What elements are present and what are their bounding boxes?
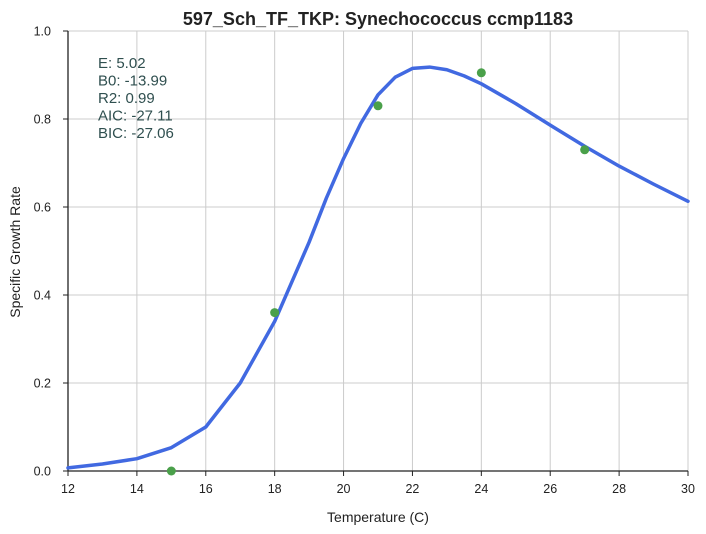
x-tick-label-7: 26 xyxy=(543,482,557,496)
stat-r2: R2: 0.99 xyxy=(98,90,155,107)
axes: 12 14 16 18 20 22 24 26 28 30 0.0 0.2 0.4 0.6 0.8 1.0 xyxy=(34,25,695,497)
x-tick-label-0: 12 xyxy=(61,482,75,496)
stat-b0: B0: -13.99 xyxy=(98,73,167,90)
y-tick-label-4: 0.8 xyxy=(34,113,51,127)
stat-bic: BIC: -27.06 xyxy=(98,125,174,142)
grid-lines xyxy=(68,30,689,471)
x-tick-label-8: 28 xyxy=(612,482,626,496)
fitted-curve-layer xyxy=(66,65,690,470)
data-point-4 xyxy=(580,145,590,155)
y-tick-label-2: 0.4 xyxy=(34,289,51,303)
data-point-2 xyxy=(373,101,383,111)
x-tick-label-5: 22 xyxy=(405,482,419,496)
x-tick-label-9: 30 xyxy=(681,482,695,496)
fitted-curve xyxy=(66,65,690,470)
y-tick-label-3: 0.6 xyxy=(34,201,51,215)
x-tick-label-4: 20 xyxy=(337,482,351,496)
stat-aic: AIC: -27.11 xyxy=(98,108,173,125)
y-tick-label-1: 0.2 xyxy=(34,377,51,391)
data-point-3 xyxy=(476,68,486,78)
y-tick-label-5: 1.0 xyxy=(34,25,51,39)
stat-e: E: 5.02 xyxy=(98,55,146,72)
y-tick-label-0: 0.0 xyxy=(34,465,51,479)
x-tick-label-6: 24 xyxy=(474,482,488,496)
chart-title: 597_Sch_TF_TKP: Synechococcus ccmp1183 xyxy=(183,9,573,29)
data-point-0 xyxy=(166,466,176,476)
x-tick-label-3: 18 xyxy=(268,482,282,496)
x-tick-label-1: 14 xyxy=(130,482,144,496)
data-points-layer xyxy=(166,68,590,476)
y-axis-label: Specific Growth Rate xyxy=(7,186,23,318)
data-point-1 xyxy=(270,308,280,318)
x-axis-label: Temperature (C) xyxy=(327,509,429,525)
x-tick-label-2: 16 xyxy=(199,482,213,496)
